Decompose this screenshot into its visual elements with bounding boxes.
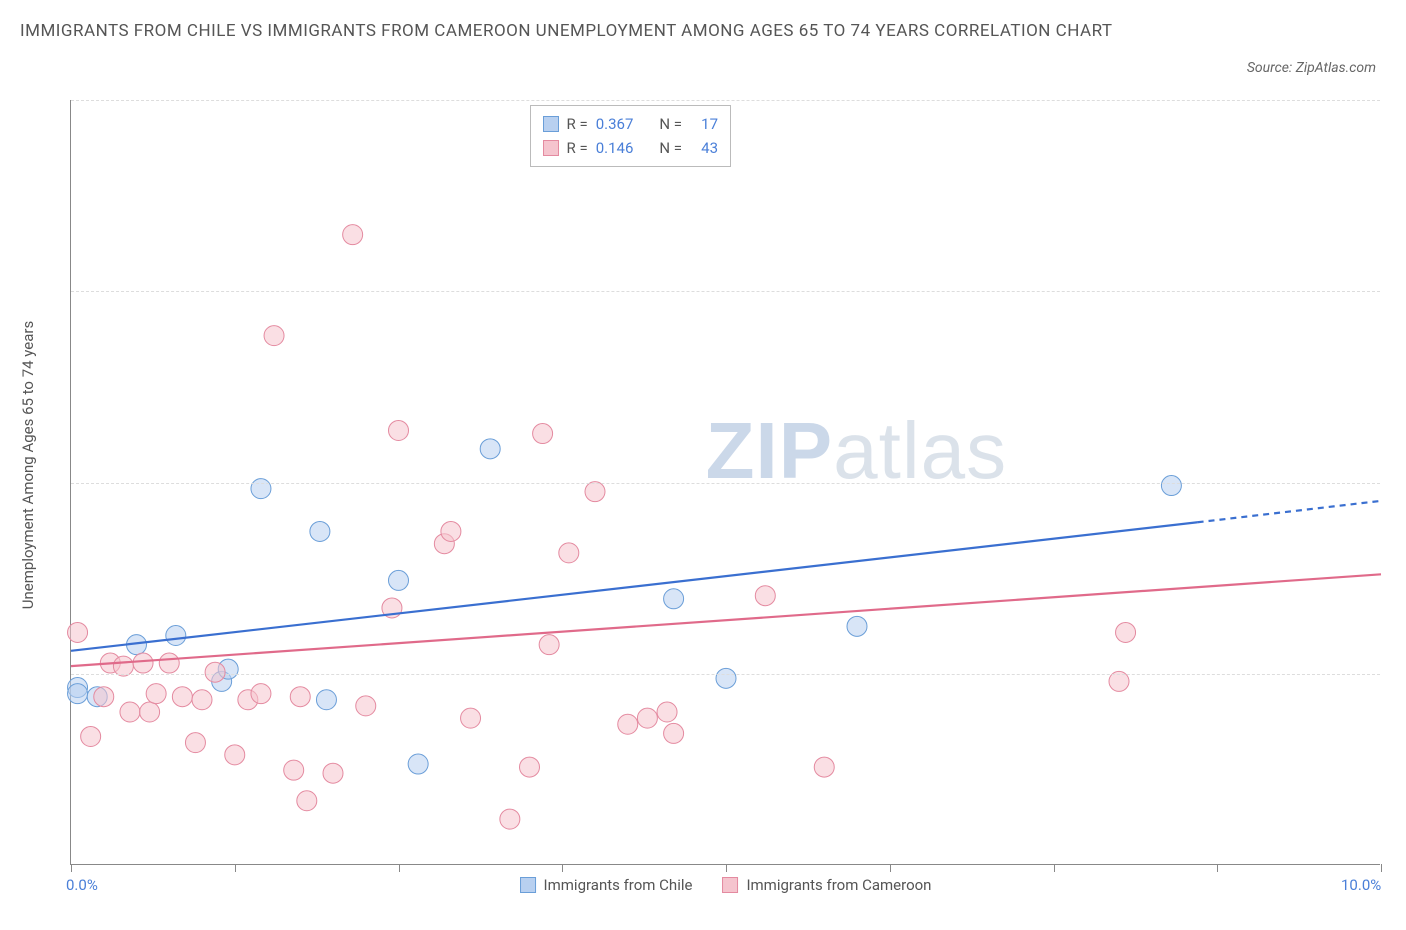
data-point [205, 662, 225, 682]
data-point [68, 622, 88, 642]
x-tick [71, 864, 72, 872]
chart-title: IMMIGRANTS FROM CHILE VS IMMIGRANTS FROM… [20, 18, 1113, 45]
stats-row: R = 0.367 N = 17 [543, 112, 719, 136]
data-point [185, 733, 205, 753]
data-point [146, 684, 166, 704]
data-point [539, 635, 559, 655]
data-point [408, 754, 428, 774]
n-value: 17 [690, 112, 718, 136]
legend-label: Immigrants from Chile [544, 876, 693, 894]
data-point [251, 684, 271, 704]
data-point [847, 616, 867, 636]
x-tick [1381, 864, 1382, 872]
data-point [356, 696, 376, 716]
data-point [520, 757, 540, 777]
data-point [225, 745, 245, 765]
correlation-stats-box: R = 0.367 N = 17 R = 0.146 N = 43 [530, 105, 732, 167]
data-point [618, 714, 638, 734]
data-point [1161, 476, 1181, 496]
plot-area: ZIPatlas R =0.367N =17R =0.146N =43 6.3%… [70, 100, 1380, 865]
data-point [755, 586, 775, 606]
data-point [166, 626, 186, 646]
y-tick-label: 25.0% [1388, 91, 1406, 109]
data-point [389, 420, 409, 440]
gridline-h [71, 100, 1380, 101]
gridline-h [71, 291, 1380, 292]
data-point [120, 702, 140, 722]
data-point [310, 521, 330, 541]
data-point [284, 760, 304, 780]
trend-line-extrapolated [1198, 501, 1381, 522]
data-point [343, 225, 363, 245]
data-point [585, 482, 605, 502]
r-label: R = [567, 136, 588, 160]
data-point [316, 690, 336, 710]
data-point [389, 570, 409, 590]
gridline-h [71, 483, 1380, 484]
data-point [133, 653, 153, 673]
data-point [297, 791, 317, 811]
data-point [500, 809, 520, 829]
legend-item: Immigrants from Chile [520, 876, 693, 894]
data-point [664, 589, 684, 609]
x-tick [890, 864, 891, 872]
legend-swatch [543, 140, 559, 156]
legend-swatch [520, 877, 536, 893]
data-point [323, 763, 343, 783]
data-point [192, 690, 212, 710]
data-point [657, 702, 677, 722]
source-attribution: Source: ZipAtlas.com [1247, 60, 1376, 76]
data-point [461, 708, 481, 728]
data-point [441, 521, 461, 541]
trend-line [71, 522, 1198, 651]
trend-line [71, 574, 1381, 666]
data-point [716, 668, 736, 688]
data-point [140, 702, 160, 722]
x-tick [726, 864, 727, 872]
data-point [480, 439, 500, 459]
data-point [664, 723, 684, 743]
legend-swatch [543, 116, 559, 132]
data-point [1116, 622, 1136, 642]
data-point [814, 757, 834, 777]
n-label: N = [659, 112, 682, 136]
n-label: N = [659, 136, 682, 160]
y-tick-label: 12.5% [1388, 474, 1406, 492]
data-point [290, 687, 310, 707]
y-tick-label: 18.8% [1388, 282, 1406, 300]
legend-swatch [722, 877, 738, 893]
data-point [172, 687, 192, 707]
y-tick-label: 6.3% [1388, 665, 1406, 683]
data-point [559, 543, 579, 563]
r-value: 0.367 [596, 112, 634, 136]
stats-row: R = 0.146 N = 43 [543, 136, 719, 160]
x-tick [1217, 864, 1218, 872]
x-tick-label: 10.0% [1341, 876, 1381, 894]
data-point [81, 726, 101, 746]
x-tick-label: 0.0% [66, 876, 98, 894]
legend-item: Immigrants from Cameroon [722, 876, 931, 894]
legend-label: Immigrants from Cameroon [746, 876, 931, 894]
n-value: 43 [690, 136, 718, 160]
gridline-h [71, 674, 1380, 675]
data-point [533, 424, 553, 444]
x-tick [399, 864, 400, 872]
x-tick [562, 864, 563, 872]
x-tick [1054, 864, 1055, 872]
series-legend: Immigrants from Chile Immigrants from Cam… [520, 876, 932, 894]
y-axis-label: Unemployment Among Ages 65 to 74 years [19, 321, 37, 609]
r-label: R = [567, 112, 588, 136]
data-point [94, 687, 114, 707]
data-point [68, 684, 88, 704]
data-point [159, 653, 179, 673]
data-point [637, 708, 657, 728]
r-value: 0.146 [596, 136, 634, 160]
x-tick [235, 864, 236, 872]
data-point [264, 326, 284, 346]
